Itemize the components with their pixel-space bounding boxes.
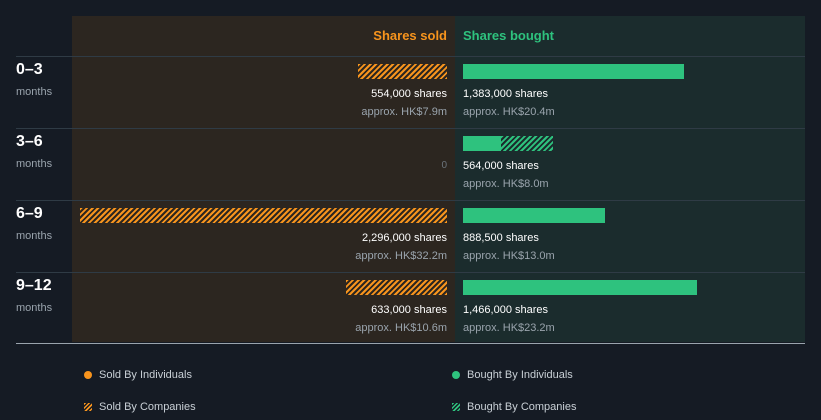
- sold-value-label: approx. HK$7.9m: [361, 106, 447, 118]
- legend-label: Bought By Companies: [467, 401, 577, 413]
- period-unit-label: months: [16, 302, 53, 314]
- bought-value-label: approx. HK$20.4m: [463, 106, 555, 118]
- row-separator: [16, 272, 805, 273]
- legend-bought-companies: Bought By Companies: [452, 401, 576, 413]
- sold-shares-label: 2,296,000 shares: [361, 232, 447, 244]
- sold-companies-bar: [346, 280, 447, 295]
- legend-label: Sold By Individuals: [99, 369, 192, 381]
- orange-hatch-icon: [84, 403, 92, 411]
- row-separator: [16, 56, 805, 57]
- sold-companies-bar: [358, 64, 447, 79]
- bought-shares-label: 564,000 shares: [463, 160, 539, 172]
- legend-sold-individuals: Sold By Individuals: [84, 369, 192, 381]
- green-hatch-icon: [452, 403, 460, 411]
- bought-shares-label: 1,383,000 shares: [463, 88, 549, 100]
- legend-label: Bought By Individuals: [467, 369, 573, 381]
- period-label: 0–3: [16, 61, 43, 78]
- legend-label: Sold By Companies: [99, 401, 196, 413]
- period-label: 6–9: [16, 205, 43, 222]
- orange-dot-icon: [84, 371, 92, 379]
- sold-value-label: approx. HK$32.2m: [355, 250, 447, 262]
- period-label: 3–6: [16, 133, 43, 150]
- legend-sold-companies: Sold By Companies: [84, 401, 196, 413]
- sold-zero-label: 0: [441, 160, 447, 171]
- period-unit-label: months: [16, 86, 53, 98]
- bought-shares-label: 1,466,000 shares: [463, 304, 549, 316]
- period-unit-label: months: [16, 230, 53, 242]
- legend-bought-individuals: Bought By Individuals: [452, 369, 573, 381]
- sold-companies-bar: [80, 208, 447, 223]
- bought-companies-bar: [501, 136, 553, 151]
- shares-bought-header: Shares bought: [463, 28, 555, 43]
- period-unit-label: months: [16, 158, 53, 170]
- green-dot-icon: [452, 371, 460, 379]
- bought-shares-label: 888,500 shares: [463, 232, 539, 244]
- bought-value-label: approx. HK$13.0m: [463, 250, 555, 262]
- period-label: 9–12: [16, 277, 52, 294]
- sold-shares-label: 554,000 shares: [371, 88, 447, 100]
- bought-individuals-bar: [463, 208, 605, 223]
- row-separator: [16, 128, 805, 129]
- bought-individuals-bar: [463, 136, 501, 151]
- bought-value-label: approx. HK$8.0m: [463, 178, 549, 190]
- sold-value-label: approx. HK$10.6m: [355, 322, 447, 334]
- row-separator: [16, 200, 805, 201]
- chart-bottom-axis: [16, 343, 805, 344]
- bought-individuals-bar: [463, 280, 697, 295]
- shares-sold-header: Shares sold: [373, 28, 447, 43]
- bought-individuals-bar: [463, 64, 684, 79]
- sold-shares-label: 633,000 shares: [371, 304, 447, 316]
- bought-value-label: approx. HK$23.2m: [463, 322, 555, 334]
